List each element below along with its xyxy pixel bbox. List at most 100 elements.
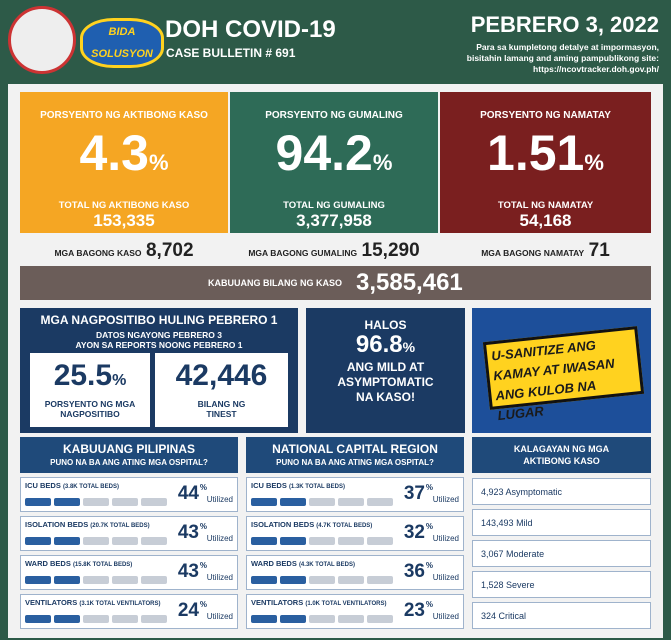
bed-icon <box>141 615 167 623</box>
cumulative-value: 3,585,461 <box>356 269 463 296</box>
detail: (4.3K TOTAL BEDS) <box>298 562 355 568</box>
label: VENTILATORS <box>251 598 304 607</box>
status-label: Moderate <box>506 549 545 559</box>
status-label: Asymptomatic <box>505 487 563 497</box>
bed-icon <box>280 576 306 584</box>
bed-icon <box>367 537 393 545</box>
bed-icon <box>83 537 109 545</box>
region-header: KABUUANG PILIPINAS PUNO NA BA ANG ATING M… <box>20 437 238 473</box>
value: 4.3 <box>79 125 149 181</box>
bed-icon <box>367 615 393 623</box>
value: 42,446 <box>175 359 268 392</box>
status-label: Mild <box>516 518 533 528</box>
note-line: bisitahin lamang and aming pampublikong … <box>466 53 659 63</box>
bed-icon <box>251 576 277 584</box>
utilization-row: WARD BEDS (15.8K TOTAL BEDS) 43% Utilized <box>20 555 238 590</box>
status-value: 324 <box>481 611 497 621</box>
mild-unit: % <box>402 339 416 355</box>
row-suffix: Utilized <box>432 534 459 543</box>
bed-icon <box>367 576 393 584</box>
value: 94.2 <box>275 125 373 181</box>
bed-icon <box>25 576 51 584</box>
bed-icons <box>25 571 170 589</box>
bed-icon <box>338 615 364 623</box>
bed-icon <box>112 615 138 623</box>
status-value: 4,923 <box>481 487 504 497</box>
banner-text: U-SANITIZE ANG KAMAY AT IWASAN ANG KULOB… <box>482 326 645 423</box>
row-label: VENTILATORS (1.0K TOTAL VENTILATORS) <box>251 598 386 607</box>
bed-icon <box>141 576 167 584</box>
utilization-row: WARD BEDS (4.3K TOTAL BEDS) 36% Utilized <box>246 555 464 590</box>
bed-icons <box>251 493 396 511</box>
value: 25.5 <box>53 359 113 392</box>
stat-value: 94.2% <box>230 125 438 194</box>
note: Para sa kumpletong detalye at impormasyo… <box>467 42 659 75</box>
cumulative-bar: KABUUANG BILANG NG KASO 3,585,461 <box>20 266 651 300</box>
row-label: ICU BEDS (3.8K TOTAL BEDS) <box>25 481 119 490</box>
detail: (3.8K TOTAL BEDS) <box>62 484 119 490</box>
stat-card: PORSYENTO NG NAMATAY 1.51% TOTAL NG NAMATA… <box>440 92 651 233</box>
region-header: NATIONAL CAPITAL REGION PUNO NA BA ANG AT… <box>246 437 464 473</box>
stat-total-label: TOTAL NG AKTIBONG KASO <box>58 200 190 211</box>
row-suffix: Utilized <box>432 495 459 504</box>
bed-icon <box>112 576 138 584</box>
bed-icon <box>251 615 277 623</box>
mild-box: HALOS 96.8% ANG MILD AT ASYMPTOMATIC NA … <box>306 308 465 433</box>
bed-icon <box>280 537 306 545</box>
detail: (1.0K TOTAL VENTILATORS) <box>305 601 387 607</box>
label: ICU BEDS <box>25 481 61 490</box>
row-unit: % <box>199 522 207 531</box>
stat-card: PORSYENTO NG AKTIBONG KASO 4.3% TOTAL NG A… <box>20 92 228 233</box>
bed-icon <box>25 537 51 545</box>
mild-line: NA KASO! <box>356 390 415 404</box>
status-title: AKTIBONG KASO <box>523 456 600 466</box>
mild-line: ASYMPTOMATIC <box>337 375 434 389</box>
mild-line: ANG MILD AT <box>346 360 425 374</box>
bed-icon <box>251 498 277 506</box>
stat-value: 1.51% <box>440 125 651 194</box>
row-label: WARD BEDS (15.8K TOTAL BEDS) <box>25 559 132 568</box>
bed-icon <box>25 615 51 623</box>
new-label: MGA BAGONG GUMALING <box>248 248 358 258</box>
bed-icon <box>54 537 80 545</box>
bed-icon <box>112 537 138 545</box>
positivity-rate: 25.5% PORSYENTO NG MGA NAGPOSITIBO <box>30 353 150 427</box>
row-suffix: Utilized <box>206 495 233 504</box>
new-label: MGA BAGONG KASO <box>54 248 142 258</box>
label: NAGPOSITIBO <box>60 409 120 419</box>
banner: U-SANITIZE ANG KAMAY AT IWASAN ANG KULOB… <box>472 308 651 433</box>
status-row: 1,528 Severe <box>472 571 651 598</box>
status-row: 143,493 Mild <box>472 509 651 536</box>
row-value: 32 <box>403 522 425 543</box>
bed-icon <box>280 498 306 506</box>
label: ISOLATION BEDS <box>25 520 89 529</box>
utilization-row: ICU BEDS (3.8K TOTAL BEDS) 44% Utilized <box>20 477 238 512</box>
row-label: VENTILATORS (3.1K TOTAL VENTILATORS) <box>25 598 160 607</box>
bed-icons <box>251 532 396 550</box>
row-suffix: Utilized <box>432 573 459 582</box>
status-label: Critical <box>498 611 527 621</box>
cumulative-label: KABUUANG BILANG NG KASO <box>208 278 342 288</box>
value: 1.51 <box>487 125 585 181</box>
row-label: ICU BEDS (1.3K TOTAL BEDS) <box>251 481 345 490</box>
bed-icons <box>251 610 396 628</box>
bed-icon <box>25 498 51 506</box>
detail: (15.8K TOTAL BEDS) <box>72 562 133 568</box>
bed-icon <box>54 615 80 623</box>
status-label: Severe <box>506 580 535 590</box>
bed-icon <box>83 615 109 623</box>
label: WARD BEDS <box>251 559 297 568</box>
subtitle: CASE BULLETIN # 691 <box>166 46 296 60</box>
label: BILANG NG <box>197 399 246 409</box>
status-row: 324 Critical <box>472 602 651 629</box>
bed-icon <box>83 498 109 506</box>
row-value: 43 <box>177 522 199 543</box>
title: DOH COVID-19 <box>165 16 336 43</box>
utilization-row: ISOLATION BEDS (4.7K TOTAL BEDS) 32% Utili… <box>246 516 464 551</box>
region-title: KABUUANG PILIPINAS <box>62 442 195 456</box>
stat-label: PORSYENTO NG AKTIBONG KASO <box>40 110 208 121</box>
utilization-row: VENTILATORS (3.1K TOTAL VENTILATORS) 24% U… <box>20 594 238 629</box>
status-title: KALAGAYAN NG MGA <box>513 444 610 454</box>
label: PORSYENTO NG MGA <box>44 399 136 409</box>
status-row: 3,067 Moderate <box>472 540 651 567</box>
